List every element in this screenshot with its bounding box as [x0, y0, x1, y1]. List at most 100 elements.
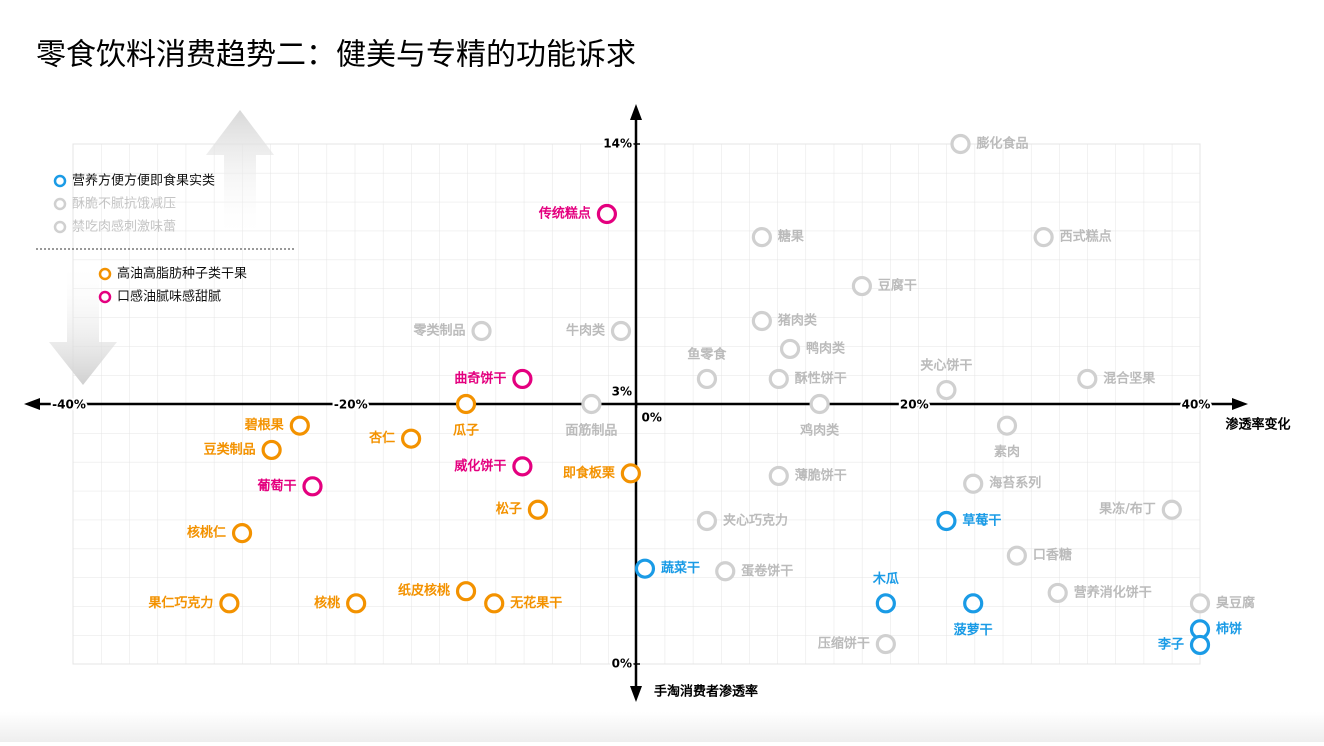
x-arrow	[24, 398, 40, 410]
x-axis-label: 渗透率变化	[1225, 417, 1290, 433]
point-label: 鱼零食	[687, 346, 727, 362]
up-arrow-deco	[206, 110, 274, 240]
point-label: 夹心饼干	[920, 358, 972, 374]
point	[512, 368, 533, 390]
point-label: 夹心巧克力	[723, 513, 788, 529]
legend-marker	[53, 220, 67, 234]
legend-label: 禁吃肉感刺激味蕾	[72, 219, 176, 235]
point-label: 豆类制品	[204, 441, 256, 457]
point	[1006, 545, 1027, 566]
point	[963, 593, 984, 614]
point-label: 木瓜	[872, 571, 899, 587]
x-tick-label: 20%	[900, 398, 929, 412]
point-label: 面筋制品	[565, 423, 617, 439]
point-label: 曲奇饼干	[454, 370, 506, 386]
point-label: 传统糕点	[538, 205, 591, 221]
y-tick-label: 0%	[612, 657, 632, 671]
point-label: 威化饼干	[454, 458, 506, 474]
point	[875, 633, 896, 655]
point-label: 核桃仁	[187, 525, 226, 541]
point	[696, 510, 718, 532]
point-label: 混合坚果	[1103, 370, 1155, 386]
point	[875, 593, 896, 614]
point	[1189, 593, 1211, 614]
point-label: 酥性饼干	[795, 370, 847, 386]
legend-marker	[98, 290, 112, 304]
legend-marker	[53, 197, 67, 211]
point	[1047, 582, 1068, 604]
point-label: 西式糕点	[1060, 229, 1112, 245]
point-label: 鸭肉类	[806, 340, 846, 356]
point-label: 素肉	[994, 444, 1020, 460]
point	[751, 227, 772, 248]
point	[219, 593, 240, 614]
point	[1161, 499, 1182, 520]
point-label: 薄脆饼干	[795, 467, 847, 483]
point	[527, 499, 548, 520]
legend-label: 高油高脂肪种子类干果	[117, 266, 247, 282]
x-tick-label: 40%	[1182, 398, 1211, 412]
point-label: 即食板栗	[563, 465, 615, 481]
point-label: 果冻/布丁	[1098, 501, 1156, 517]
y-tick-label: 3%	[612, 385, 632, 399]
point	[484, 593, 505, 614]
point	[851, 275, 873, 297]
point-label: 糖果	[778, 229, 804, 245]
point-label: 草莓干	[962, 513, 1001, 529]
point-label: 核桃	[314, 595, 340, 611]
point-label: 蔬菜干	[661, 560, 700, 576]
point	[809, 393, 830, 415]
point	[231, 523, 253, 544]
point	[779, 338, 801, 360]
point	[1189, 634, 1211, 656]
point-label: 菠萝干	[954, 622, 993, 638]
point	[768, 368, 789, 390]
y-arrow	[630, 686, 642, 702]
point-label: 瓜子	[453, 424, 479, 439]
point	[512, 456, 533, 477]
point-label: 纸皮核桃	[398, 583, 450, 599]
legend-label: 口感油腻味感甜腻	[117, 289, 221, 305]
legend-marker	[98, 267, 112, 281]
footer-shade	[0, 712, 1324, 742]
legend-label: 营养方便方便即食果实类	[72, 173, 215, 189]
point	[289, 415, 310, 436]
point	[455, 581, 477, 602]
point-label: 蛋卷饼干	[741, 563, 793, 579]
x-arrow	[1232, 398, 1248, 410]
point-label: 膨化食品	[976, 136, 1029, 152]
point	[455, 393, 477, 415]
point-label: 压缩饼干	[818, 636, 870, 652]
y-arrow	[630, 104, 642, 120]
point	[696, 368, 718, 390]
chart-title: 零食饮料消费趋势二：健美与专精的功能诉求	[36, 38, 636, 73]
point	[715, 561, 736, 582]
point	[401, 428, 422, 449]
point-label: 牛肉类	[566, 322, 606, 338]
down-arrow-deco	[49, 262, 117, 385]
point	[302, 476, 323, 497]
point	[471, 320, 492, 342]
point	[936, 379, 957, 401]
point-label: 李子	[1157, 636, 1184, 652]
point	[261, 439, 282, 461]
point	[1077, 368, 1098, 390]
point	[768, 465, 789, 487]
point-label: 柿饼	[1216, 621, 1242, 637]
point-label: 猪肉类	[777, 313, 818, 329]
y-axis-label: 手淘消费者渗透率	[654, 684, 758, 700]
point	[620, 463, 641, 484]
point-label: 无花果干	[509, 595, 562, 611]
point	[634, 558, 656, 579]
point-label: 葡萄干	[256, 478, 296, 494]
point	[610, 320, 632, 342]
point-label: 碧根果	[244, 417, 284, 433]
point	[596, 203, 618, 225]
x-tick-label: -40%	[52, 398, 86, 412]
point-label: 杏仁	[369, 430, 395, 446]
point-label: 豆腐干	[878, 278, 917, 294]
point	[996, 415, 1018, 436]
point-label: 营养消化饼干	[1074, 584, 1152, 600]
